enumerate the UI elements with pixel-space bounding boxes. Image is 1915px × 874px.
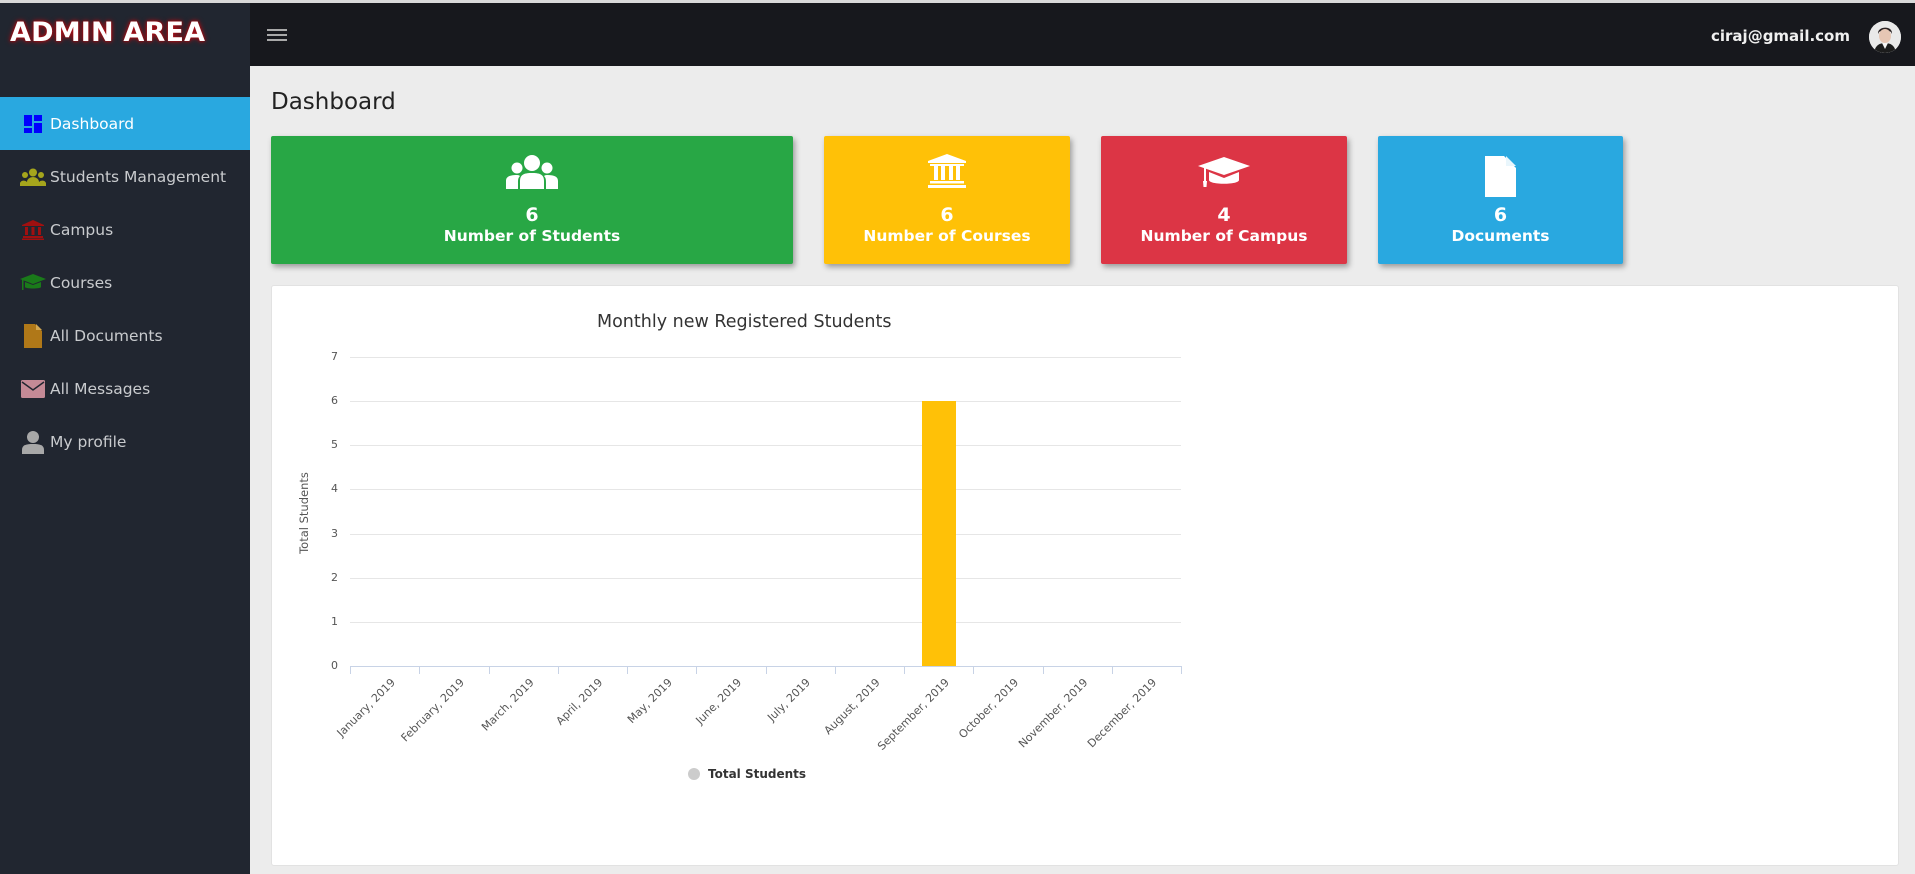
y-axis-label: Total Students [297,472,311,554]
x-tick-mark [904,666,905,674]
users-icon [20,166,46,188]
dashboard-icon [20,113,46,135]
y-tick-label: 4 [331,482,338,496]
sidebar-item-dashboard[interactable]: Dashboard [0,97,250,150]
page-title: Dashboard [271,89,396,115]
x-tick-mark [419,666,420,674]
y-tick-label: 1 [331,614,338,628]
students-label: Number of Students [443,227,621,245]
x-tick-mark [350,666,351,674]
brand-logo[interactable]: ADMIN AREA [10,17,206,48]
file-icon [1378,154,1623,198]
x-axis-line [350,666,1181,667]
x-tick-mark [766,666,767,674]
graduation-cap-icon [1101,150,1347,194]
y-tick-label: 6 [331,394,338,408]
university-icon [20,219,46,241]
user-email[interactable]: ciraj@gmail.com [1711,27,1850,45]
campus-card[interactable]: 4 Number of Campus [1101,136,1347,264]
legend-label: Total Students [708,767,807,781]
gridline [350,489,1181,490]
file-icon [20,323,46,348]
gridline [350,578,1181,579]
sidebar-item-all-documents[interactable]: All Documents [0,309,250,362]
x-tick-mark [1181,666,1182,674]
chart-legend-item[interactable]: Total Students [688,767,806,781]
legend-dot-icon [688,768,700,780]
sidebar-item-label: All Documents [50,326,163,345]
x-tick-mark [558,666,559,674]
documents-label: Documents [1451,227,1550,245]
y-tick-label: 0 [331,659,338,672]
sidebar-item-label: Courses [50,273,113,292]
documents-count: 6 [1493,204,1508,226]
sidebar-item-label: My profile [50,432,127,451]
hamburger-icon[interactable] [267,29,287,43]
campus-label: Number of Campus [1140,227,1308,245]
courses-card[interactable]: 6 Number of Courses [824,136,1070,264]
sidebar-item-label: Students Management [50,167,227,186]
user-icon [20,430,46,454]
students-card[interactable]: 6 Number of Students [271,136,793,264]
x-tick-mark [696,666,697,674]
y-tick-label: 2 [331,570,338,584]
topbar: ciraj@gmail.com [250,3,1915,66]
y-tick-label: 5 [331,438,338,452]
x-tick-mark [627,666,628,674]
x-tick-mark [1043,666,1044,674]
envelope-icon [20,378,46,400]
users-icon [271,150,793,194]
sidebar-nav: Dashboard Students Management Campus Cou… [0,97,250,468]
sidebar: ADMIN AREA Dashboard Students Management… [0,3,250,874]
sidebar-item-label: Campus [50,220,114,239]
sidebar-item-campus[interactable]: Campus [0,203,250,256]
students-count: 6 [525,204,539,226]
sidebar-item-label: Dashboard [50,114,135,133]
x-tick-mark [835,666,836,674]
y-tick-label: 7 [331,350,338,364]
sidebar-item-courses[interactable]: Courses [0,256,250,309]
avatar[interactable] [1869,21,1901,53]
gridline [350,357,1181,358]
x-tick-mark [489,666,490,674]
gridline [350,445,1181,446]
gridline [350,401,1181,402]
sidebar-item-students-management[interactable]: Students Management [0,150,250,203]
sidebar-item-all-messages[interactable]: All Messages [0,362,250,415]
browser-top-strip [0,0,1915,3]
campus-count: 4 [1217,204,1231,226]
chart-title: Monthly new Registered Students [597,312,892,332]
sidebar-item-label: All Messages [50,379,151,398]
graduation-cap-icon [20,272,46,294]
gridline [350,534,1181,535]
x-tick-mark [1112,666,1113,674]
courses-count: 6 [940,204,954,226]
y-tick-label: 3 [331,526,338,540]
courses-label: Number of Courses [863,227,1031,245]
x-tick-mark [973,666,974,674]
bar-september-2019[interactable] [922,401,956,666]
gridline [350,622,1181,623]
documents-card[interactable]: 6 Documents [1378,136,1623,264]
chart-panel [271,285,1899,866]
university-icon [824,150,1070,194]
sidebar-item-my-profile[interactable]: My profile [0,415,250,468]
